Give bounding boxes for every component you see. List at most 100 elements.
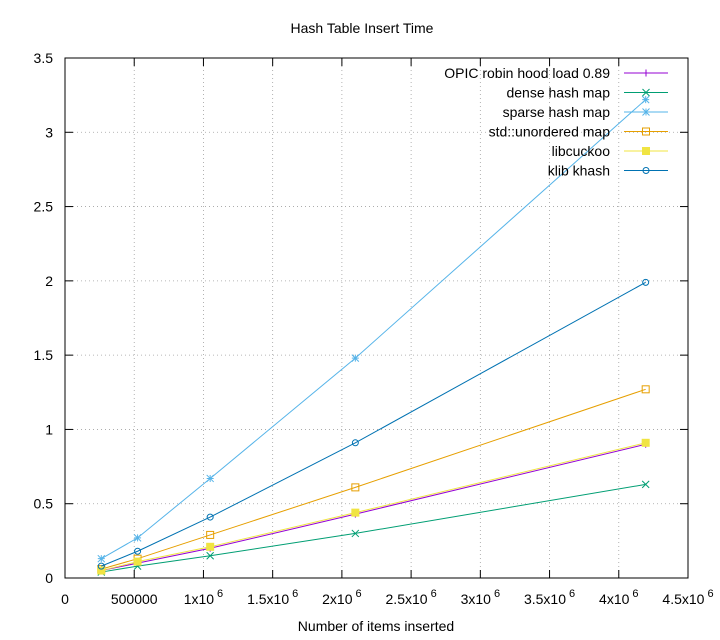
data-point (351, 529, 360, 538)
legend-item: libcuckoo (552, 143, 668, 159)
filled-square-marker (351, 508, 360, 517)
data-point (641, 385, 650, 394)
x-tick-label-base: 4.5x10 (662, 591, 704, 607)
filled-square-marker (642, 147, 650, 155)
open-square-marker (351, 483, 360, 492)
open-square-marker (641, 385, 650, 394)
x-tick-label-exponent: 6 (292, 588, 298, 600)
data-point (641, 480, 650, 489)
x-tick-label-exponent: 6 (707, 588, 713, 600)
legend-item: dense hash map (506, 85, 668, 101)
x-tick-label-base: 4x10 (599, 591, 630, 607)
x-tick-label: 1.5x10 6 (247, 588, 298, 607)
open-circle-marker (642, 167, 650, 174)
x-tick-label-base: 0 (61, 591, 69, 607)
series-0 (97, 440, 650, 575)
series-2 (97, 95, 650, 563)
data-point (351, 439, 359, 447)
x-tick-label-exponent: 6 (569, 588, 575, 600)
x-tick-label-base: 1.5x10 (247, 591, 289, 607)
data-point (206, 551, 215, 560)
open-circle-marker (134, 547, 142, 555)
y-tick-label: 0.5 (34, 496, 54, 512)
data-point (206, 530, 215, 539)
y-tick-label: 2.5 (34, 199, 54, 215)
legend-label: klib khash (548, 163, 610, 179)
cross-marker (641, 480, 650, 489)
legend-item: OPIC robin hood load 0.89 (444, 65, 668, 81)
data-point (133, 557, 142, 566)
data-point (351, 354, 360, 362)
y-tick-label: 3.5 (34, 50, 54, 66)
x-tick-label-exponent: 6 (217, 588, 223, 600)
y-tick-label: 1.5 (34, 347, 54, 363)
series-5 (97, 278, 650, 570)
legend-marker (642, 88, 650, 97)
legend-marker (642, 69, 650, 77)
data-point (641, 95, 650, 104)
legend: OPIC robin hood load 0.89 dense hash map s… (444, 65, 668, 179)
axis-ticks: 00.511.522.533.50 500000 1x10 6 1.5x10 6 2x10 6… (34, 50, 714, 607)
series-line (101, 388, 646, 570)
y-tick-label: 0 (45, 570, 53, 586)
x-tick-label: 2.5x10 6 (386, 588, 437, 607)
data-point (641, 438, 650, 447)
x-tick-label-base: 1x10 (184, 591, 215, 607)
x-tick-label: 3x10 6 (461, 588, 500, 607)
legend-label: dense hash map (506, 85, 610, 101)
x-tick-label-exponent: 6 (494, 588, 500, 600)
data-point (97, 566, 106, 575)
chart-title: Hash Table Insert Time (291, 20, 434, 36)
legend-label: sparse hash map (503, 104, 611, 120)
star-marker (641, 95, 650, 104)
data-point (97, 562, 105, 570)
open-circle-marker (206, 513, 214, 521)
legend-marker (642, 127, 650, 136)
data-point (351, 508, 360, 517)
x-tick-label-base: 3.5x10 (524, 591, 566, 607)
grid (65, 58, 688, 578)
data-point (133, 534, 142, 542)
open-square-marker (206, 530, 215, 539)
y-tick-label: 1 (45, 421, 53, 437)
filled-square-marker (641, 438, 650, 447)
legend-marker (642, 147, 650, 155)
open-circle-marker (351, 439, 359, 447)
series-line (101, 442, 646, 572)
filled-square-marker (133, 557, 142, 566)
filled-square-marker (206, 542, 215, 551)
cross-marker (351, 529, 360, 538)
x-tick-label-exponent: 6 (632, 588, 638, 600)
y-tick-label: 2 (45, 273, 53, 289)
data-point (351, 483, 360, 492)
open-square-marker (642, 127, 650, 136)
cross-marker (206, 551, 215, 560)
x-tick-label: 3.5x10 6 (524, 588, 575, 607)
legend-marker (642, 108, 650, 116)
data-point (97, 554, 106, 563)
legend-label: libcuckoo (552, 143, 611, 159)
y-tick-label: 3 (45, 124, 53, 140)
x-tick-label: 0 (61, 591, 69, 607)
series-line (101, 281, 646, 567)
x-tick-label-exponent: 6 (356, 588, 362, 600)
data-point (206, 474, 215, 483)
data-point (642, 278, 650, 286)
legend-item: std::unordered map (489, 124, 668, 140)
series-3 (97, 385, 650, 574)
series-layer (97, 95, 650, 576)
open-circle-marker (642, 278, 650, 286)
x-tick-label: 500000 (111, 591, 158, 607)
star-marker (206, 474, 215, 483)
x-axis-label: Number of items inserted (298, 618, 454, 634)
star-marker (97, 554, 106, 563)
x-tick-label-base: 500000 (111, 591, 158, 607)
x-tick-label-base: 2.5x10 (386, 591, 428, 607)
legend-label: std::unordered map (489, 124, 611, 140)
filled-square-marker (97, 566, 106, 575)
series-line (101, 483, 646, 573)
x-tick-label: 4x10 6 (599, 588, 638, 607)
legend-item: klib khash (548, 163, 668, 179)
series-1 (97, 480, 650, 576)
